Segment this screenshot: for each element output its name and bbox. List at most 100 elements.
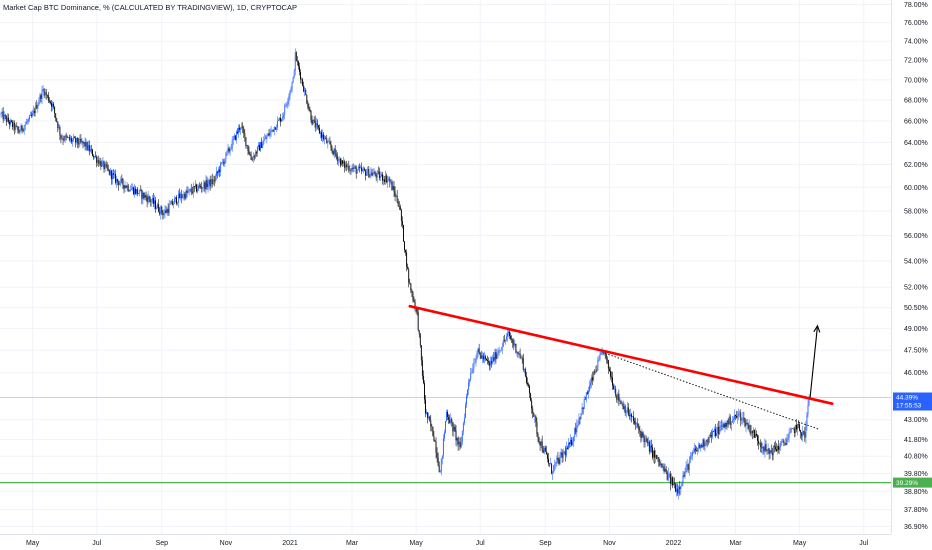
candle	[664, 463, 666, 473]
candle	[635, 417, 637, 430]
candle-body	[680, 486, 682, 489]
candle	[229, 146, 231, 157]
candle-body	[581, 407, 583, 414]
time-axis[interactable]: May Jul Sep Nov 2021 Mar May Jul Sep Nov 2022 Mar Ma…	[26, 540, 869, 547]
candle-body	[613, 385, 615, 390]
candle-body	[341, 160, 342, 166]
candle-body	[101, 162, 103, 167]
candle	[522, 353, 524, 372]
candle-body	[420, 345, 422, 361]
candle-body	[158, 204, 160, 212]
price-axis[interactable]: 78.00%76.00%74.00%72.00%70.00%68.00%66.0…	[904, 2, 928, 531]
candle-body	[704, 445, 706, 447]
candle	[721, 419, 723, 431]
resistance-trend-line[interactable]	[408, 304, 834, 406]
y-tick-label: 54.00%	[904, 258, 928, 265]
candle-body	[172, 203, 174, 205]
candle-body	[325, 138, 327, 139]
arrow-head	[813, 324, 821, 333]
candle	[304, 86, 306, 97]
candle	[473, 358, 475, 373]
candle-body	[495, 352, 497, 359]
candle-body	[301, 79, 302, 80]
candle	[322, 129, 324, 143]
candle-body	[558, 459, 560, 464]
candle	[18, 126, 20, 134]
candle	[556, 455, 558, 467]
candle-body	[232, 138, 234, 141]
candle	[790, 427, 792, 434]
candle-body	[387, 179, 389, 183]
candle-body	[145, 195, 147, 198]
candle	[370, 167, 372, 179]
candle-body	[125, 185, 127, 188]
candle-body	[136, 189, 138, 194]
candle-body	[687, 464, 689, 471]
candle-body	[619, 400, 621, 402]
candle-body	[229, 149, 231, 152]
candle	[751, 430, 753, 440]
arrow-shaft[interactable]	[809, 325, 819, 398]
candle-body	[212, 179, 214, 184]
candle	[780, 441, 782, 451]
candle	[747, 422, 749, 431]
candle-body	[706, 440, 708, 442]
candle	[287, 97, 289, 109]
candle	[136, 189, 138, 196]
candle-body	[575, 428, 577, 433]
candle-body	[778, 446, 780, 450]
candle-body	[306, 95, 308, 104]
candle	[450, 413, 452, 425]
candle	[691, 450, 693, 461]
candle-body	[676, 488, 678, 492]
candle	[613, 383, 615, 390]
candle	[797, 423, 798, 436]
candle-body	[191, 191, 193, 193]
candle-body	[264, 138, 266, 141]
candle-body	[743, 417, 745, 419]
candle-body	[723, 424, 725, 428]
candle	[280, 113, 281, 127]
candle-body	[559, 454, 561, 464]
candle-body	[504, 339, 506, 341]
candle-body	[179, 193, 181, 199]
candle-body	[712, 431, 714, 432]
candle-body	[404, 241, 405, 251]
candle	[247, 144, 249, 156]
candle-body	[698, 444, 700, 448]
candle-body	[333, 148, 335, 155]
candle	[113, 169, 114, 180]
candle	[9, 119, 10, 130]
candle	[25, 118, 27, 125]
candle-body	[320, 132, 321, 134]
candle-body	[447, 411, 449, 418]
candle	[19, 129, 21, 135]
candle	[35, 102, 37, 117]
candle	[554, 459, 556, 472]
candle	[15, 124, 17, 133]
candle-body	[397, 201, 399, 207]
candle-body	[629, 414, 631, 417]
candle-body	[173, 198, 175, 204]
candle	[172, 201, 174, 209]
candle-body	[532, 408, 534, 413]
candle	[148, 195, 150, 203]
candle-body	[678, 486, 680, 494]
candle	[684, 468, 686, 480]
candle-body	[482, 355, 484, 360]
candle-body	[557, 457, 559, 460]
candle	[115, 169, 117, 185]
candle	[422, 370, 424, 385]
candle-body	[222, 161, 224, 163]
candle	[394, 186, 396, 202]
candle-body	[109, 170, 111, 175]
candle-body	[384, 179, 386, 182]
candle-body	[299, 66, 300, 73]
candle-body	[92, 149, 93, 157]
candle-body	[135, 188, 136, 194]
candle	[335, 149, 337, 160]
candle	[2, 107, 4, 123]
candle	[712, 430, 714, 433]
